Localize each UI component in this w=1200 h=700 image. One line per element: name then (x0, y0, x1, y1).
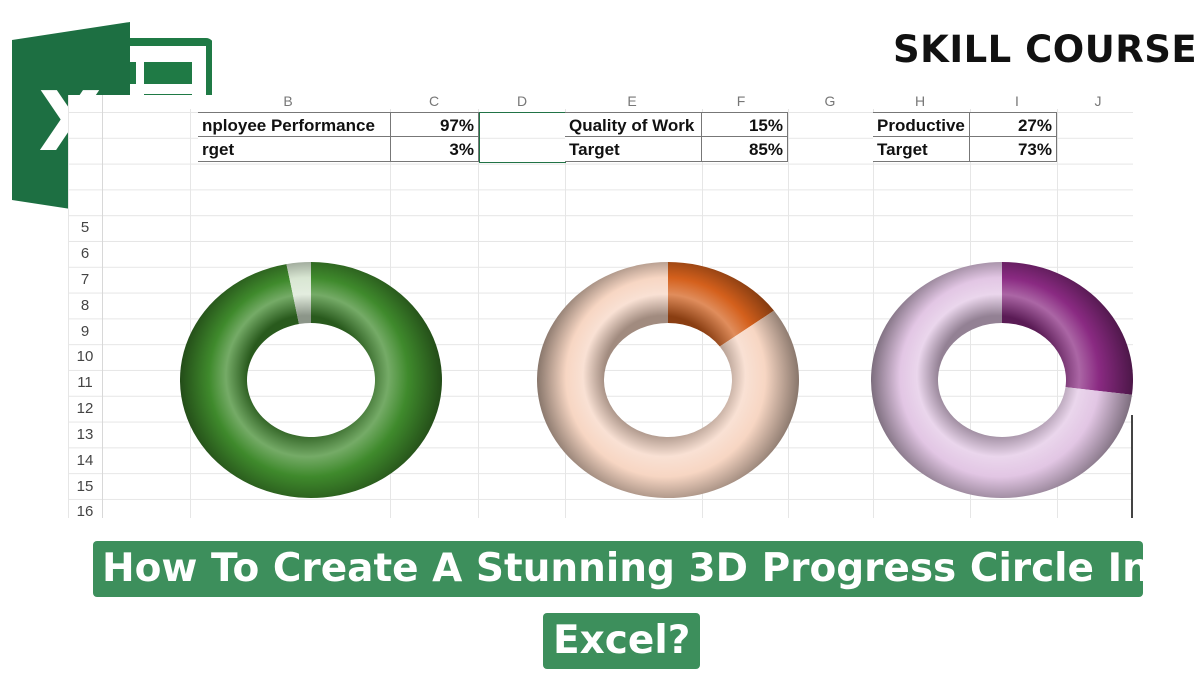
table2-label-row1[interactable]: Quality of Work (565, 112, 702, 137)
row-header-16[interactable]: 16 (76, 503, 94, 518)
headline-banner-line2: Excel? (543, 613, 701, 669)
column-header-d[interactable]: D (516, 95, 528, 109)
headline-banner-line1: How To Create A Stunning 3D Progress Cir… (93, 541, 1150, 597)
donut-slice-progress[interactable] (1002, 262, 1133, 395)
doughnut-chart-productive[interactable] (871, 262, 1133, 498)
table2-label-row2[interactable]: Target (565, 137, 702, 162)
donut-slice-progress[interactable] (180, 262, 442, 498)
row-header-6[interactable]: 6 (80, 245, 90, 262)
doughnut-chart-quality-of-work[interactable] (537, 262, 799, 498)
row-header-10[interactable]: 10 (76, 348, 94, 365)
row-header-13[interactable]: 13 (76, 426, 94, 443)
table3-value-row2[interactable]: 73% (970, 137, 1057, 162)
column-header-c[interactable]: C (428, 95, 440, 109)
table3-label-row1[interactable]: Productive (873, 112, 970, 137)
row-header-11[interactable]: 11 (77, 374, 93, 391)
row-header-7[interactable]: 7 (80, 271, 90, 288)
table1-value-row2[interactable]: 3% (391, 137, 479, 162)
row-header-14[interactable]: 14 (76, 452, 94, 469)
donut-slice-progress[interactable] (668, 262, 774, 347)
row-header-15[interactable]: 15 (76, 478, 94, 495)
table3-label-row2[interactable]: Target (873, 137, 970, 162)
row-header-5[interactable]: 5 (80, 219, 90, 236)
row-header-12[interactable]: 12 (76, 400, 94, 417)
table1-value-row1[interactable]: 97% (391, 112, 479, 137)
table2-value-row1[interactable]: 15% (702, 112, 788, 137)
row-header-8[interactable]: 8 (80, 297, 90, 314)
column-header-g[interactable]: G (824, 95, 836, 109)
table2-value-row2[interactable]: 85% (702, 137, 788, 162)
table1-label-row2[interactable]: rget (198, 137, 391, 162)
column-header-e[interactable]: E (627, 95, 637, 109)
brand-title: SKILL COURSE (893, 28, 1198, 71)
selected-cell-range[interactable] (479, 112, 566, 163)
table1-label-row1[interactable]: nployee Performance (198, 112, 391, 137)
column-header-h[interactable]: H (914, 95, 926, 109)
row-header-9[interactable]: 9 (80, 323, 90, 340)
column-header-f[interactable]: F (736, 95, 746, 109)
donut-slice-remaining[interactable] (286, 262, 311, 325)
column-header-i[interactable]: I (1015, 95, 1019, 109)
doughnut-chart-employee-performance[interactable] (180, 262, 442, 498)
column-header-b[interactable]: B (283, 95, 293, 109)
donut-slice-remaining[interactable] (871, 262, 1132, 498)
donut-slice-remaining[interactable] (537, 262, 799, 498)
column-header-j[interactable]: J (1094, 95, 1102, 109)
table3-value-row1[interactable]: 27% (970, 112, 1057, 137)
